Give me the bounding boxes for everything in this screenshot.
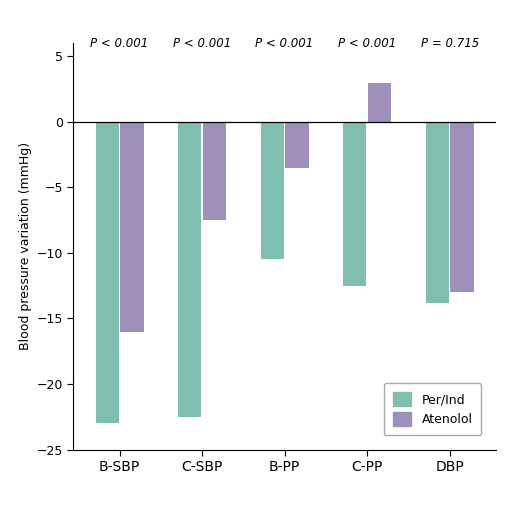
Bar [120,122,143,332]
Bar [342,122,366,285]
Text: Source: Emerg Infect Dis 2010 Centers for Disease Control and Prevention (CDC): Source: Emerg Infect Dis 2010 Centers fo… [42,488,463,498]
Text: Medscape: Medscape [7,8,100,26]
Text: P < 0.001: P < 0.001 [173,37,231,50]
Bar [425,122,448,303]
Y-axis label: Blood pressure variation (mmHg): Blood pressure variation (mmHg) [19,142,32,351]
Text: P < 0.001: P < 0.001 [337,37,395,50]
Text: P = 0.715: P = 0.715 [420,37,478,50]
Bar [260,122,283,260]
Text: P < 0.001: P < 0.001 [90,37,148,50]
Bar [203,122,226,220]
Legend: Per/Ind, Atenolol: Per/Ind, Atenolol [383,384,480,435]
Bar [367,82,390,122]
Bar [285,122,308,168]
Bar [178,122,201,417]
Bar [449,122,473,292]
Bar [95,122,119,423]
Text: P < 0.001: P < 0.001 [255,37,313,50]
